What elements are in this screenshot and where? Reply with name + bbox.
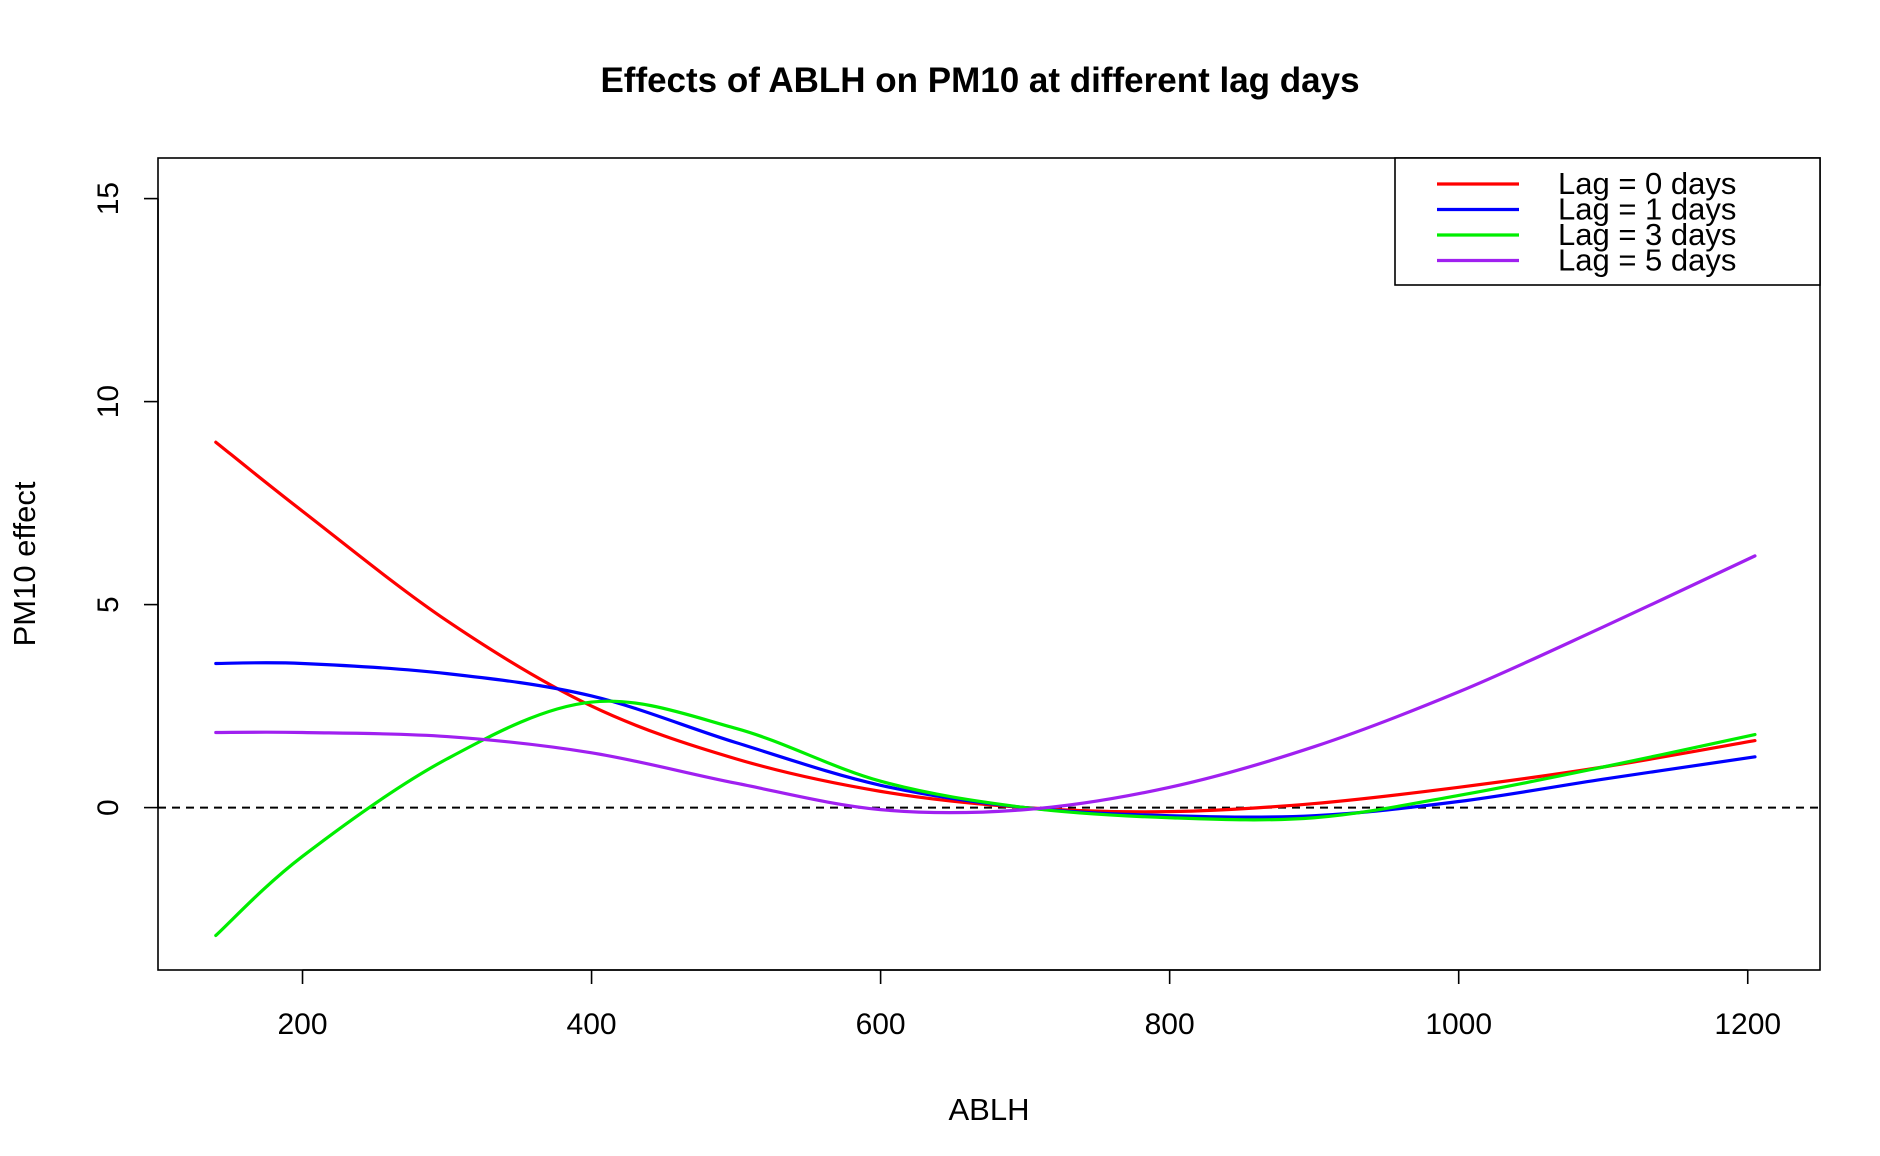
x-axis-label: ABLH [949,1092,1030,1127]
series-line-lag-0 [214,440,1757,814]
series-lines [214,440,1757,938]
y-tick-label: 0 [92,799,125,816]
x-axis: 200 400 600 800 1000 1200 [277,969,1781,1041]
x-tick-label: 1000 [1425,1008,1492,1041]
x-tick-label: 200 [277,1008,327,1041]
series-line-lag-3 [214,554,1757,815]
y-axis-label: PM10 effect [7,481,42,646]
legend-label-lag-1: Lag = 1 days [1558,192,1736,227]
x-tick-label: 1200 [1714,1008,1781,1041]
x-tick-label: 600 [856,1008,906,1041]
x-tick-label: 400 [567,1008,617,1041]
y-axis: 0 5 10 15 [92,182,159,816]
series-line-lag-2 [214,699,1757,938]
series-line-lag-1 [214,661,1757,819]
legend-box [1394,157,1821,286]
legend-label-lag-2: Lag = 3 days [1558,217,1736,252]
x-tick-label: 800 [1145,1008,1195,1041]
legend-label-lag-0: Lag = 0 days [1558,166,1736,201]
y-tick-label: 5 [92,596,125,613]
y-tick-label: 10 [92,385,125,418]
chart-title: Effects of ABLH on PM10 at different lag… [600,61,1359,100]
legend-label-lag-3: Lag = 5 days [1558,243,1736,278]
y-tick-label: 15 [92,182,125,215]
